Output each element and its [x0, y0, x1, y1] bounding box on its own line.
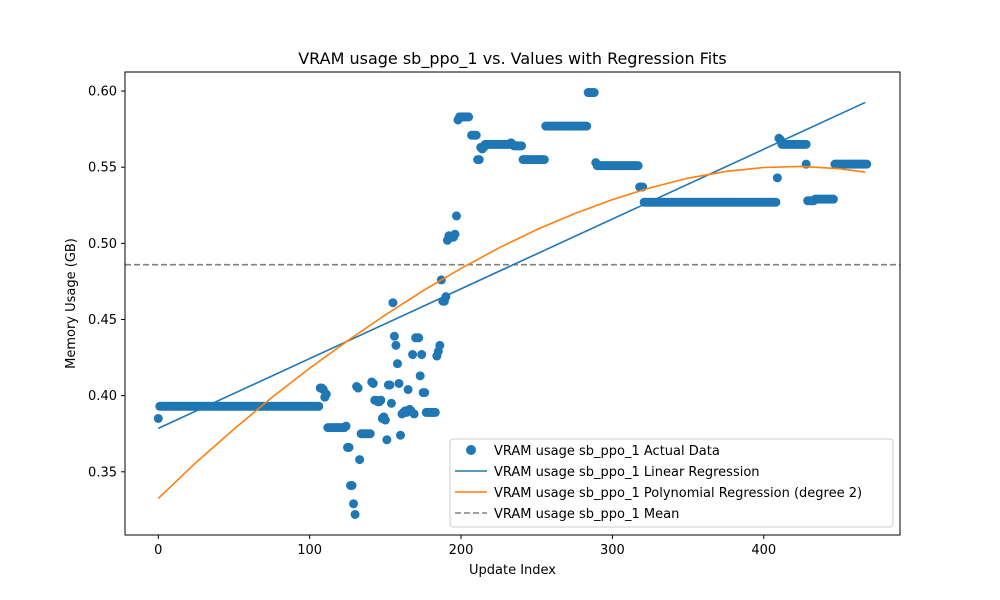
data-point [391, 340, 401, 350]
y-tick-label: 0.60 [88, 85, 117, 100]
regression-lines-layer [157, 101, 866, 500]
y-axis-ticks: 0.35 0.40 0.45 0.50 0.55 0.60 [88, 85, 125, 480]
data-point [414, 333, 424, 343]
data-point [479, 142, 489, 152]
data-point [801, 139, 811, 149]
chart-title: VRAM usage sb_ppo_1 vs. Values with Regr… [298, 49, 727, 69]
data-point [395, 430, 405, 440]
y-tick-label: 0.50 [88, 237, 117, 252]
data-point [389, 331, 399, 341]
data-point [394, 378, 404, 388]
plot-area [125, 88, 900, 519]
x-axis-label: Update Index [469, 563, 556, 578]
data-point [435, 340, 445, 350]
x-tick-label: 100 [297, 543, 322, 558]
data-point [368, 378, 378, 388]
y-tick-label: 0.40 [88, 389, 117, 404]
chart-legend: VRAM usage sb_ppo_1 Actual Data VRAM usa… [449, 438, 894, 528]
data-point [382, 435, 392, 445]
data-point [474, 155, 484, 165]
data-point [388, 298, 398, 308]
data-point [771, 197, 781, 207]
x-tick-label: 200 [449, 543, 474, 558]
y-tick-label: 0.35 [88, 465, 117, 480]
x-tick-label: 400 [751, 543, 776, 558]
x-axis-ticks: 0 100 200 300 400 [154, 535, 776, 558]
y-tick-label: 0.55 [88, 161, 117, 176]
data-point [321, 389, 331, 399]
data-point [356, 429, 366, 439]
data-point [591, 158, 601, 168]
data-point [380, 415, 390, 425]
data-point [430, 407, 440, 417]
data-point [862, 159, 872, 169]
legend-box [449, 438, 894, 528]
data-point [341, 421, 351, 431]
data-point [589, 88, 599, 98]
data-point [403, 385, 413, 395]
data-point [409, 409, 419, 419]
legend-label-mean: VRAM usage sb_ppo_1 Mean [494, 507, 679, 522]
data-point [451, 211, 461, 221]
data-point [539, 155, 549, 165]
legend-label-actual-data: VRAM usage sb_ppo_1 Actual Data [494, 444, 720, 459]
data-point [392, 359, 402, 369]
data-point [450, 229, 460, 239]
data-point [517, 141, 527, 151]
data-point [314, 401, 324, 411]
data-point [385, 380, 395, 390]
data-point [355, 455, 365, 465]
data-point [582, 121, 592, 131]
data-point [464, 112, 474, 122]
data-point [415, 371, 425, 381]
data-point [386, 398, 396, 408]
data-point [408, 350, 418, 360]
data-point [453, 115, 463, 125]
data-point [417, 350, 427, 360]
data-point [376, 395, 386, 405]
data-point [365, 429, 375, 439]
data-point [471, 130, 481, 140]
data-point [153, 413, 163, 423]
data-point [772, 173, 782, 183]
data-point [420, 388, 430, 398]
data-point [344, 442, 354, 452]
legend-label-polynomial-regression: VRAM usage sb_ppo_1 Polynomial Regressio… [494, 486, 862, 501]
polynomial-regression-line [157, 165, 866, 500]
linear-regression-line [157, 101, 866, 430]
y-axis-label: Memory Usage (GB) [64, 238, 79, 369]
x-tick-label: 300 [600, 543, 625, 558]
data-point [508, 139, 517, 149]
x-tick-label: 0 [154, 543, 162, 558]
data-point [347, 481, 357, 490]
y-tick-label: 0.45 [88, 313, 117, 328]
scatter-points-layer [153, 88, 872, 519]
legend-marker-actual-data [466, 445, 476, 455]
data-point [633, 161, 643, 171]
plot-frame [124, 71, 901, 536]
legend-label-linear-regression: VRAM usage sb_ppo_1 Linear Regression [494, 465, 760, 480]
data-point [353, 383, 363, 393]
data-point [350, 509, 360, 519]
data-point [828, 194, 838, 204]
data-point [349, 499, 359, 509]
